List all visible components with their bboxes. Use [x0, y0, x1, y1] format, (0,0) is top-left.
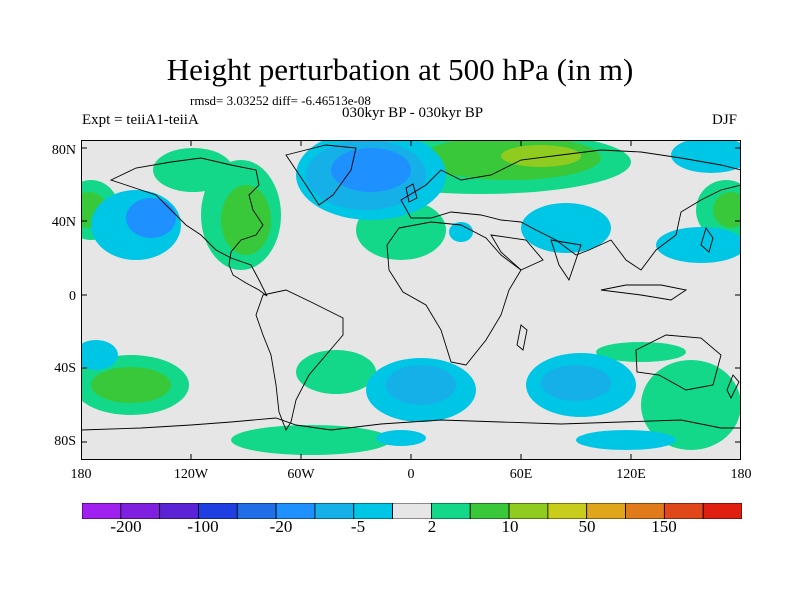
- south-america-coast: [255, 289, 344, 431]
- lat-label-40n: 40N: [51, 215, 76, 230]
- maritime-asia-coast: [600, 284, 688, 301]
- lon-label-120w: 120W: [173, 467, 209, 482]
- anomaly-fields: [81, 140, 741, 455]
- plot-subtitle: 030kyr BP - 030kyr BP: [341, 105, 484, 121]
- plot-title: Height perturbation at 500 hPa (in m): [166, 52, 634, 87]
- anomaly-positive-region: [641, 360, 741, 450]
- lat-label-40s: 40S: [54, 361, 76, 376]
- anomaly-negative-region: [81, 340, 118, 370]
- lon-label-120e: 120E: [616, 467, 646, 482]
- lon-label-180e: 180: [730, 467, 752, 482]
- greenland-coast: [285, 144, 357, 206]
- anomaly-positive-region: [501, 145, 581, 167]
- anomaly-negative-region: [656, 227, 741, 263]
- lon-label-180w: 180: [70, 467, 92, 482]
- colorbar-label: -200: [110, 517, 142, 536]
- anomaly-negative-region: [376, 430, 426, 446]
- africa-coast: [386, 221, 522, 366]
- anomaly-positive-region: [221, 185, 271, 255]
- australia-coast: [635, 334, 722, 391]
- anomaly-negative-region: [126, 198, 176, 238]
- madagascar-coast: [516, 324, 528, 351]
- anomaly-positive-region: [91, 367, 171, 403]
- map-ticks: [81, 140, 741, 460]
- new-zealand-coast: [726, 374, 740, 400]
- lat-label-eq: 0: [69, 289, 76, 304]
- coastlines: [81, 144, 741, 431]
- anomaly-positive-region: [296, 350, 376, 394]
- anomaly-positive-region: [153, 148, 233, 192]
- lat-label-80s: 80S: [54, 434, 76, 449]
- experiment-label: Expt = teiiA1-teiiA: [82, 112, 199, 128]
- lon-label-60e: 60E: [509, 467, 533, 482]
- anomaly-positive-region: [596, 342, 686, 362]
- anomaly-positive-region: [713, 192, 741, 228]
- colorbar-label: 10: [501, 517, 519, 536]
- colorbar-label: 50: [578, 517, 596, 536]
- lon-label-60w: 60W: [287, 467, 315, 482]
- season-label: DJF: [712, 112, 738, 128]
- antarctica-coast: [81, 417, 741, 431]
- anomaly-negative-region: [671, 140, 741, 173]
- arabia-coast: [490, 234, 544, 271]
- colorbar-label: 150: [651, 517, 677, 536]
- india-coast: [550, 239, 582, 282]
- north-america-coast: [109, 157, 268, 297]
- anomaly-negative-region: [449, 222, 473, 242]
- colorbar-label: 2: [427, 517, 437, 536]
- colorbar-label: -5: [350, 517, 366, 536]
- anomaly-negative-region: [386, 365, 456, 405]
- colorbar-label: -100: [187, 517, 219, 536]
- colorbar-swatch: [702, 503, 742, 519]
- anomaly-positive-region: [231, 425, 391, 455]
- japan-coast: [700, 226, 714, 253]
- anomaly-negative-region: [331, 148, 411, 192]
- anomaly-negative-region: [541, 365, 611, 401]
- anomaly-negative-region: [521, 203, 611, 253]
- colorbar-label: -20: [269, 517, 293, 536]
- lon-label-0: 0: [407, 467, 415, 482]
- map-panel: [81, 140, 741, 460]
- colorbar: [82, 503, 742, 519]
- eurasia-coast: [400, 149, 741, 271]
- lat-label-80n: 80N: [51, 143, 76, 158]
- anomaly-negative-region: [576, 430, 676, 450]
- uk-coast: [405, 183, 418, 203]
- stats-label: rmsd= 3.03252 diff= -6.46513e-08: [190, 93, 371, 108]
